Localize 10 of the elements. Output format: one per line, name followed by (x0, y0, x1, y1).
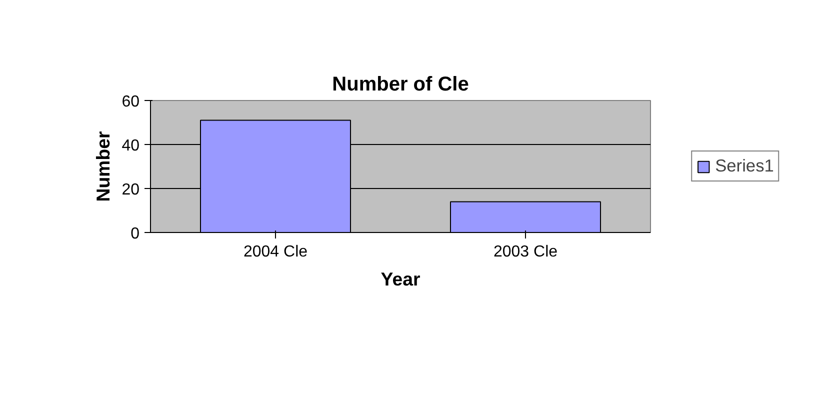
x-tick-label: 2004 Cle (243, 244, 308, 260)
y-tick-label: 60 (122, 94, 140, 110)
y-tick-label: 40 (122, 138, 140, 154)
y-tick-label: 20 (122, 182, 140, 198)
y-tick-label: 0 (130, 226, 140, 242)
x-tick-label: 2003 Cle (493, 244, 558, 260)
chart-title: Number of Cle (332, 74, 469, 96)
x-axis-title: Year (380, 268, 420, 290)
legend-label: Series1 (715, 156, 774, 176)
y-axis-title: Number (92, 131, 114, 202)
